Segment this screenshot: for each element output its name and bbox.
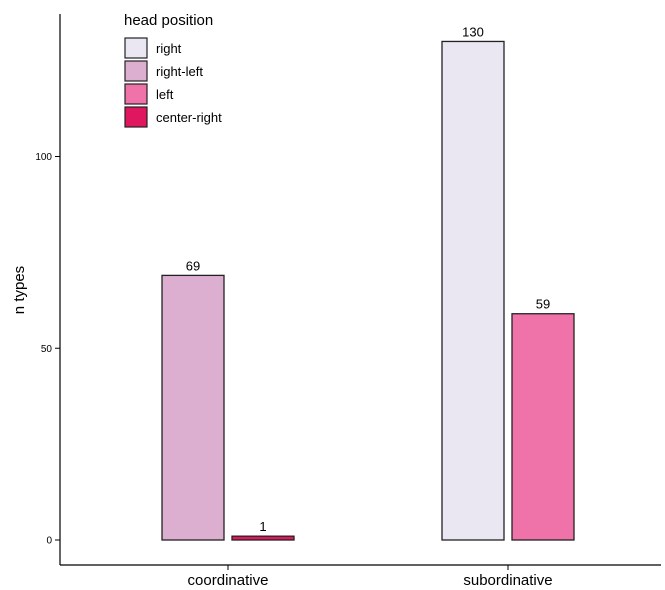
legend-swatch-right — [124, 37, 148, 59]
y-tick-label-50: 50 — [41, 344, 53, 355]
bar-label-subordinative-left: 59 — [536, 297, 550, 312]
bars — [161, 40, 575, 541]
legend-label-left: left — [156, 87, 174, 102]
bar-label-coordinative-center-right: 1 — [259, 519, 266, 534]
legend-swatch-left — [124, 83, 148, 105]
axes: n types — [11, 14, 661, 566]
legend: head position right right-left left center-… — [124, 12, 222, 128]
y-tick-label-0: 0 — [46, 536, 52, 547]
y-ticks: 0 50 100 — [35, 152, 60, 547]
bar-label-subordinative-right: 130 — [462, 24, 484, 39]
legend-title: head position — [124, 12, 213, 29]
legend-label-right-left: right-left — [156, 64, 203, 79]
legend-label-right: right — [156, 41, 182, 56]
legend-swatch-right-left — [124, 60, 148, 82]
bar-coordinative-right-left — [161, 274, 225, 541]
bar-subordinative-left — [511, 313, 575, 541]
y-axis-title: n types — [11, 266, 28, 314]
x-tick-label-coordinative: coordinative — [188, 572, 269, 589]
x-category-labels: coordinative subordinative — [188, 565, 553, 589]
bar-label-coordinative-right-left: 69 — [186, 258, 200, 273]
bar-subordinative-right — [441, 40, 505, 541]
bar-coordinative-center-right — [231, 535, 295, 541]
bar-value-labels: 69 1 130 59 — [186, 24, 550, 534]
legend-swatch-center-right — [124, 106, 148, 128]
legend-label-center-right: center-right — [156, 110, 222, 125]
x-tick-label-subordinative: subordinative — [463, 572, 552, 589]
y-tick-label-100: 100 — [35, 152, 52, 163]
